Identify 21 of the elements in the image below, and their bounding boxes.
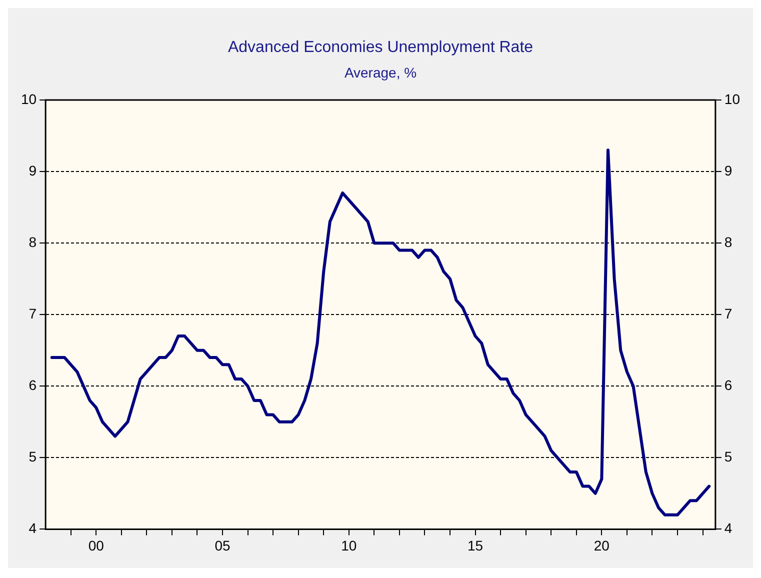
x-tick-label: 20: [594, 537, 610, 554]
chart-title: Advanced Economies Unemployment Rate: [228, 39, 534, 56]
y2-tick-label: 6: [724, 376, 732, 393]
y2-tick-label: 8: [724, 234, 732, 250]
y-tick-label: 7: [28, 305, 37, 322]
y-tick-label: 10: [20, 90, 37, 107]
chart-subtitle: Average, %: [344, 64, 417, 80]
x-tick-label: 00: [88, 537, 104, 554]
y2-tick-label: 10: [724, 90, 740, 107]
y-tick-label: 8: [28, 234, 37, 250]
x-tick-label: 15: [468, 537, 484, 554]
y-tick-label: 9: [28, 162, 37, 178]
y-tick-label: 6: [28, 376, 37, 393]
y-tick-label: 5: [28, 448, 37, 465]
y2-tick-label: 9: [724, 162, 732, 178]
y2-tick-label: 5: [724, 448, 732, 465]
x-tick-label: 10: [341, 537, 357, 554]
x-tick-label: 05: [214, 537, 231, 554]
y2-tick-label: 4: [724, 520, 732, 536]
y-tick-label: 4: [28, 520, 37, 536]
y2-tick-label: 7: [724, 305, 732, 322]
